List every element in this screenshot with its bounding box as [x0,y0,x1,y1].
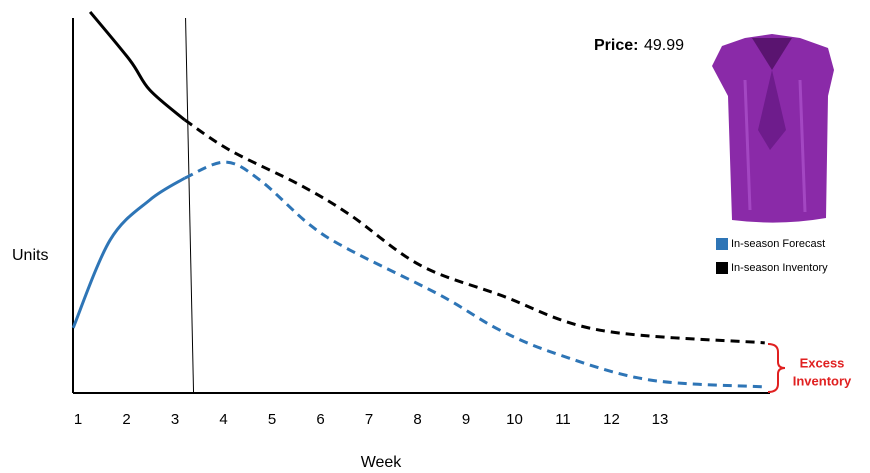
price-value: 49.99 [644,37,684,54]
x-tick-label: 7 [365,411,373,428]
price: Price: 49.99 [594,37,684,54]
annotation-line: Excess [800,355,845,370]
x-tick-label: 9 [462,411,470,428]
x-tick-label: 4 [219,411,227,428]
legend-swatch [716,262,728,274]
series-line [90,12,185,120]
x-tick-label: 10 [506,411,523,428]
series-line [73,178,185,328]
x-tick-label: 8 [413,411,421,428]
product-image [712,34,834,223]
x-tick-label: 1 [74,411,82,428]
price-label: Price: [594,37,638,54]
x-tick-label: 12 [603,411,620,428]
series-line [185,120,765,343]
excess-bracket: Excess Inventory [768,344,852,392]
series-line [185,162,765,387]
x-axis-label: Week [361,454,403,471]
x-tick-label: 5 [268,411,276,428]
chart: Units Week Price: 49.99 Excess Inventory… [0,0,870,473]
y-axis-label: Units [12,247,48,264]
legend-swatch [716,238,728,250]
x-tick-label: 13 [652,411,669,428]
legend-label: In-season Inventory [731,262,828,274]
annotation-line: Inventory [793,373,852,388]
x-tick-label: 2 [122,411,130,428]
x-tick-label: 3 [171,411,179,428]
x-tick-label: 11 [555,411,571,428]
legend-label: In-season Forecast [731,238,825,250]
x-tick-label: 6 [316,411,324,428]
bracket [768,344,785,392]
current-week-line [186,18,194,393]
